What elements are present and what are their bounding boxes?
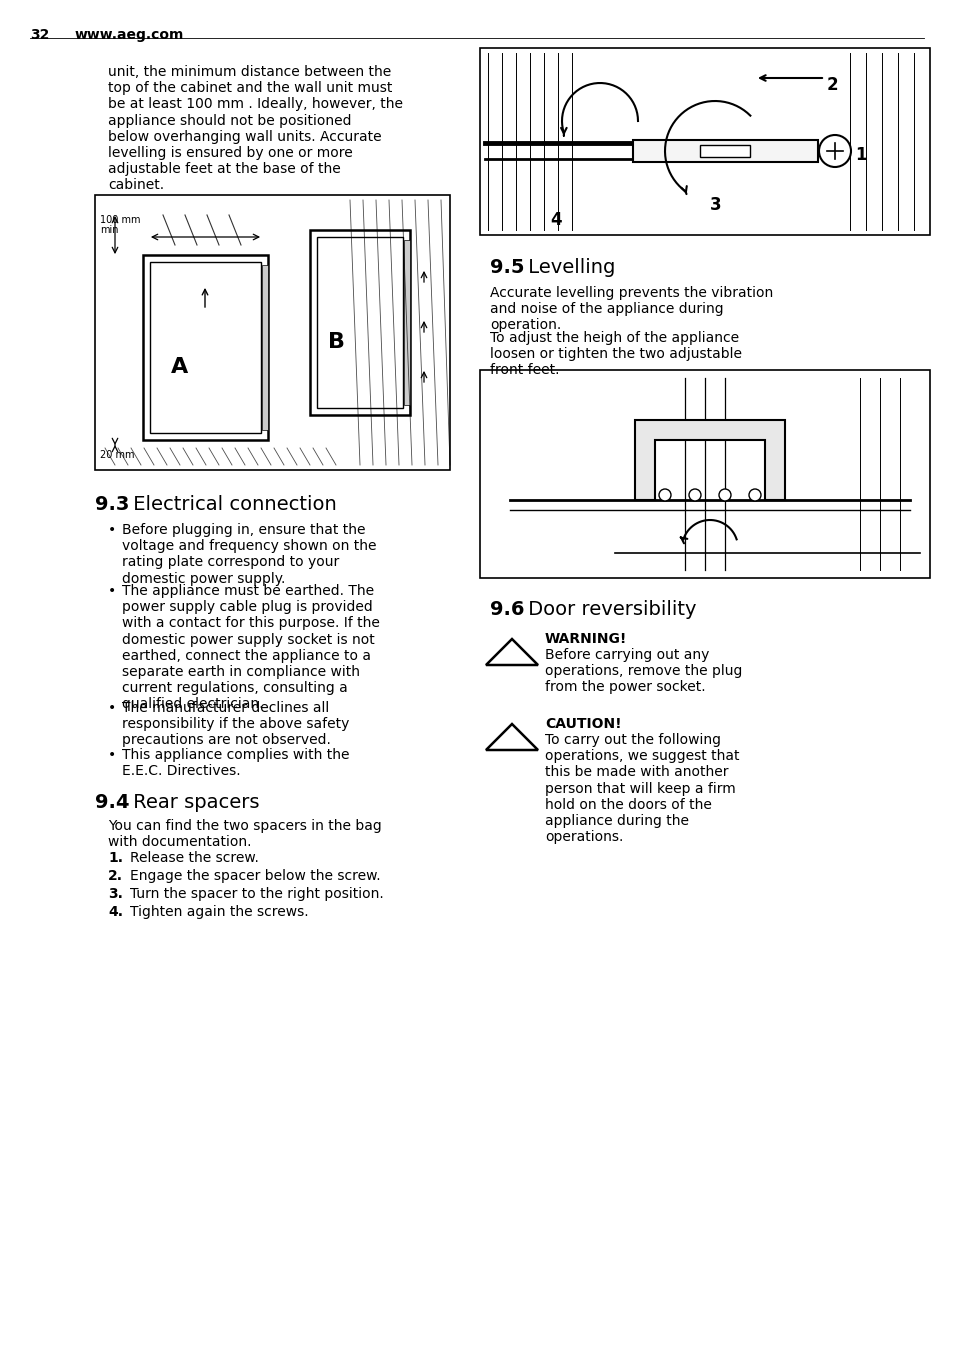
Circle shape <box>659 489 670 501</box>
Text: To carry out the following
operations, we suggest that
this be made with another: To carry out the following operations, w… <box>544 733 739 844</box>
Bar <box>316 237 402 408</box>
Bar <box>143 255 268 440</box>
Text: 1.: 1. <box>108 852 123 865</box>
Text: 9.6: 9.6 <box>490 600 524 619</box>
Bar <box>262 265 268 431</box>
Text: Engage the spacer below the screw.: Engage the spacer below the screw. <box>130 869 380 883</box>
Bar <box>310 230 410 414</box>
Text: Door reversibility: Door reversibility <box>521 600 696 619</box>
Bar <box>150 263 261 433</box>
Text: The appliance must be earthed. The
power supply cable plug is provided
with a co: The appliance must be earthed. The power… <box>122 584 379 711</box>
Text: The manufacturer declines all
responsibility if the above safety
precautions are: The manufacturer declines all responsibi… <box>122 701 349 747</box>
Text: B: B <box>328 332 345 352</box>
Text: Before plugging in, ensure that the
voltage and frequency shown on the
rating pl: Before plugging in, ensure that the volt… <box>122 523 376 585</box>
Text: !: ! <box>507 650 515 668</box>
Text: 4.: 4. <box>108 904 123 919</box>
Text: Rear spacers: Rear spacers <box>127 793 259 812</box>
Text: 32: 32 <box>30 28 50 42</box>
Text: •: • <box>108 523 116 538</box>
Text: 4: 4 <box>550 211 561 229</box>
Text: Levelling: Levelling <box>521 259 615 278</box>
Text: WARNING!: WARNING! <box>544 632 627 646</box>
Text: CAUTION!: CAUTION! <box>544 718 621 731</box>
Bar <box>479 370 929 578</box>
Text: •: • <box>108 584 116 598</box>
Bar <box>403 240 410 405</box>
Text: Release the screw.: Release the screw. <box>130 852 258 865</box>
Bar <box>479 47 929 236</box>
Text: To adjust the heigh of the appliance
loosen or tighten the two adjustable
front : To adjust the heigh of the appliance loo… <box>490 330 741 378</box>
Text: unit, the minimum distance between the
top of the cabinet and the wall unit must: unit, the minimum distance between the t… <box>108 65 402 192</box>
Text: This appliance complies with the
E.E.C. Directives.: This appliance complies with the E.E.C. … <box>122 747 349 779</box>
Text: 9.5: 9.5 <box>490 259 524 278</box>
Text: www.aeg.com: www.aeg.com <box>75 28 184 42</box>
Polygon shape <box>635 420 784 500</box>
Circle shape <box>688 489 700 501</box>
Text: Electrical connection: Electrical connection <box>127 496 336 515</box>
Text: Before carrying out any
operations, remove the plug
from the power socket.: Before carrying out any operations, remo… <box>544 649 741 695</box>
Text: 20 mm: 20 mm <box>100 450 134 460</box>
Circle shape <box>719 489 730 501</box>
Text: 100 mm: 100 mm <box>100 215 140 225</box>
Bar <box>633 139 817 162</box>
Text: !: ! <box>507 735 515 753</box>
Text: 9.3: 9.3 <box>95 496 130 515</box>
Text: 9.4: 9.4 <box>95 793 130 812</box>
Polygon shape <box>485 724 537 750</box>
Bar <box>95 195 450 470</box>
Circle shape <box>818 135 850 167</box>
Text: min: min <box>100 225 118 236</box>
Text: Tighten again the screws.: Tighten again the screws. <box>130 904 309 919</box>
Bar <box>700 145 749 157</box>
Text: 2.: 2. <box>108 869 123 883</box>
Circle shape <box>748 489 760 501</box>
Text: 2: 2 <box>826 76 838 93</box>
Text: You can find the two spacers in the bag
with documentation.: You can find the two spacers in the bag … <box>108 819 381 849</box>
Polygon shape <box>485 639 537 665</box>
Text: •: • <box>108 701 116 715</box>
Text: Accurate levelling prevents the vibration
and noise of the appliance during
oper: Accurate levelling prevents the vibratio… <box>490 286 773 332</box>
Text: 1: 1 <box>854 146 865 164</box>
Text: 3.: 3. <box>108 887 123 900</box>
Text: •: • <box>108 747 116 762</box>
Text: A: A <box>171 357 188 376</box>
Text: 3: 3 <box>709 196 720 214</box>
Text: Turn the spacer to the right position.: Turn the spacer to the right position. <box>130 887 383 900</box>
